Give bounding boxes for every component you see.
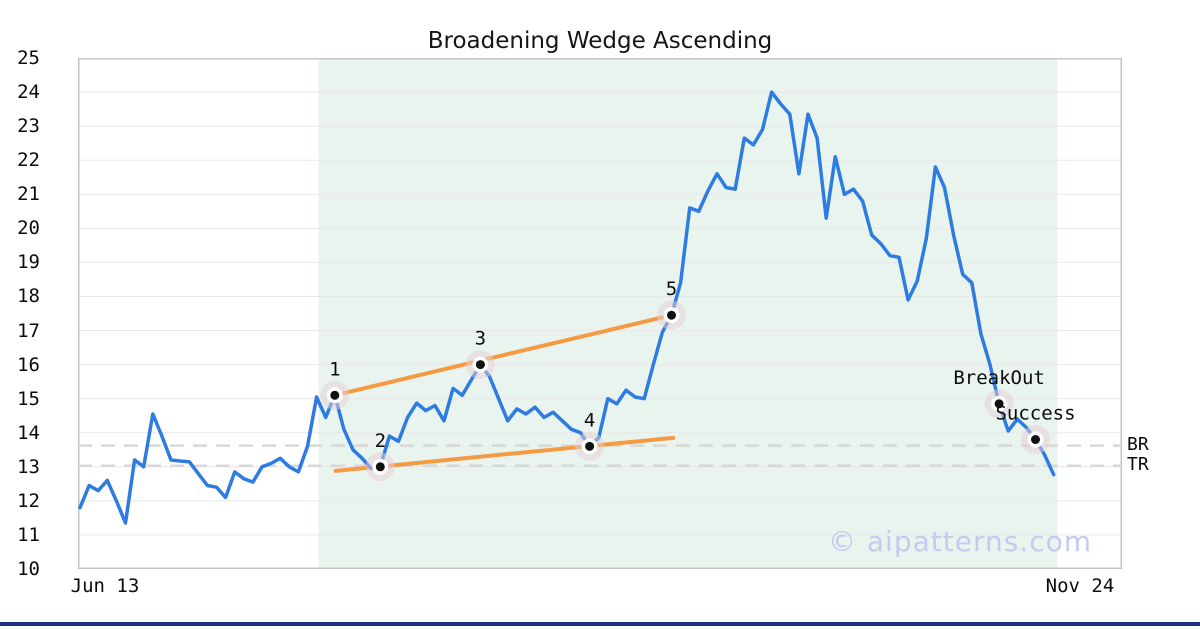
y-tick-label: 10 (17, 558, 40, 580)
breakout-point-dot (994, 399, 1004, 409)
pattern-point-2-label: 2 (375, 430, 386, 452)
pattern-point-3-label: 3 (475, 328, 486, 350)
y-tick-label: 11 (17, 523, 40, 546)
price-chart-plot: 1 2 3 4 5 BreakOut Success (78, 58, 1122, 569)
bottom-accent-bar (0, 622, 1200, 626)
y-tick-label: 14 (17, 421, 40, 444)
chart-title: Broadening Wedge Ascending (427, 28, 773, 54)
y-tick-label: 24 (17, 81, 40, 104)
y-tick-label: 13 (17, 455, 40, 478)
y-tick-label: 15 (17, 387, 40, 410)
y-tick-label: 17 (17, 319, 40, 342)
trendline-level-label: TR (1127, 453, 1149, 475)
x-tick-start: Jun 13 (70, 575, 140, 597)
pattern-point-3-dot (475, 360, 485, 370)
y-tick-label: 16 (17, 353, 40, 376)
watermark: © aipatterns.com (828, 525, 1093, 558)
pattern-point-5-label: 5 (666, 278, 677, 300)
breakout-point-label: BreakOut (953, 367, 1045, 389)
pattern-point-4-dot (585, 441, 595, 451)
y-tick-label: 22 (17, 149, 40, 172)
pattern-shaded-region (318, 58, 1058, 569)
y-tick-label: 23 (17, 115, 40, 138)
y-tick-label: 12 (17, 489, 40, 512)
pattern-point-5-dot (667, 310, 676, 320)
y-tick-label: 25 (17, 47, 40, 69)
pattern-point-4-label: 4 (584, 409, 595, 431)
breakout-level-label: BR (1127, 433, 1149, 455)
x-tick-end: Nov 24 (1045, 575, 1115, 597)
y-tick-label: 19 (17, 251, 40, 274)
price-line (78, 90, 1056, 525)
y-tick-label: 21 (17, 183, 40, 206)
y-tick-label: 20 (17, 217, 40, 240)
pattern-point-2-dot (375, 462, 385, 472)
success-point-label: Success (995, 403, 1075, 425)
success-point-dot (1031, 435, 1040, 445)
pattern-point-1-dot (330, 390, 340, 400)
pattern-point-1-label: 1 (329, 358, 340, 380)
y-tick-label: 18 (17, 285, 40, 308)
upper-trendline (332, 313, 674, 398)
plot-border (78, 58, 1122, 569)
